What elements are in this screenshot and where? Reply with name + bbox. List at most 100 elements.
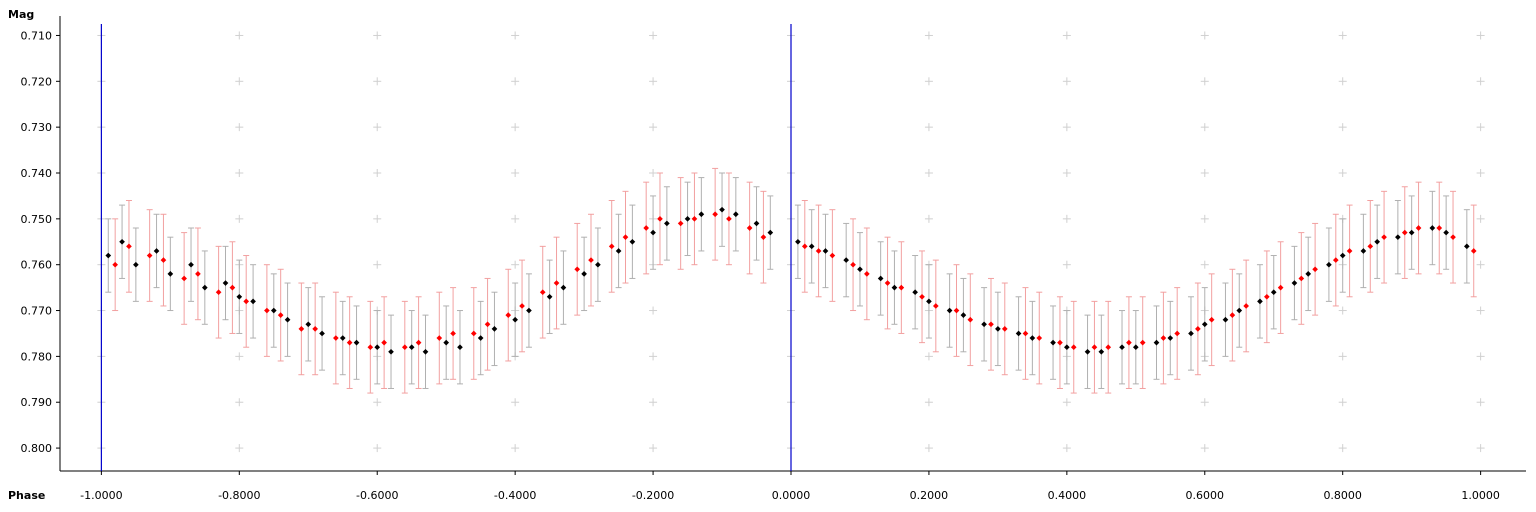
phase-marker-lines xyxy=(100,24,792,471)
grid-cross xyxy=(235,214,244,223)
data-point xyxy=(1277,284,1284,291)
grid-cross xyxy=(1062,77,1071,86)
data-point xyxy=(981,321,987,328)
data-point xyxy=(850,261,856,268)
y-tick-label: 0.730 xyxy=(21,121,53,134)
grid-cross xyxy=(649,123,658,132)
data-point xyxy=(1022,330,1029,337)
axes xyxy=(56,16,1526,475)
data-point xyxy=(201,284,208,291)
data-point xyxy=(1167,335,1174,341)
grid-cross xyxy=(1200,77,1209,86)
grid-cross xyxy=(511,77,520,86)
y-tick-label: 0.710 xyxy=(21,29,53,42)
x-tick-label: -0.8000 xyxy=(218,489,260,502)
data-point xyxy=(215,289,222,296)
grid-cross xyxy=(1476,398,1485,407)
data-point xyxy=(188,261,194,268)
data-point xyxy=(381,339,387,346)
data-point xyxy=(1222,316,1229,323)
data-point xyxy=(691,216,698,222)
grid-cross xyxy=(1200,31,1209,40)
grid-cross xyxy=(1338,352,1347,361)
grid-cross xyxy=(1338,31,1347,40)
grid-cross xyxy=(924,169,933,177)
data-point xyxy=(222,280,229,286)
x-tick-label: 0.6000 xyxy=(1186,489,1225,502)
data-point xyxy=(1160,335,1167,341)
grid-cross xyxy=(235,444,244,453)
grid-cross xyxy=(511,398,520,407)
data-point xyxy=(1208,316,1215,323)
data-point xyxy=(1174,330,1181,337)
grid-cross xyxy=(1062,31,1071,40)
grid-cross xyxy=(1476,169,1485,177)
data-point xyxy=(857,266,863,273)
grid-cross xyxy=(511,31,520,40)
data-point xyxy=(1126,339,1132,346)
grid-cross xyxy=(924,214,933,223)
data-point xyxy=(436,335,443,341)
data-point xyxy=(650,229,656,236)
data-point xyxy=(1408,229,1415,236)
data-point xyxy=(305,321,312,328)
data-point xyxy=(250,298,256,305)
grid-cross xyxy=(1338,444,1347,453)
x-tick-labels: -1.0000 -0.8000 -0.6000 -0.4000 -0.2000 0.000… xyxy=(80,489,1500,502)
data-point xyxy=(1139,339,1146,346)
data-point xyxy=(105,252,112,259)
grid-cross xyxy=(373,398,382,407)
data-point xyxy=(801,243,808,250)
data-point xyxy=(657,216,663,222)
y-axis-title: Mag xyxy=(8,8,34,21)
x-tick-label: 0.0000 xyxy=(772,489,811,502)
data-point xyxy=(615,248,622,254)
data-point xyxy=(470,330,477,337)
data-point xyxy=(112,261,118,268)
data-point xyxy=(877,275,884,282)
data-point xyxy=(733,211,739,218)
data-point xyxy=(546,293,553,300)
data-point xyxy=(753,220,760,227)
data-point xyxy=(264,307,270,314)
data-point xyxy=(1415,225,1422,231)
data-point xyxy=(829,252,836,259)
data-point xyxy=(698,211,705,218)
grid-cross xyxy=(649,31,658,40)
x-tick-label: 1.0000 xyxy=(1461,489,1500,502)
data-points xyxy=(105,206,1477,355)
data-point xyxy=(1098,348,1105,355)
data-point xyxy=(560,284,567,291)
y-tick-label: 0.750 xyxy=(21,213,53,226)
x-tick-label: -0.4000 xyxy=(494,489,536,502)
grid-cross xyxy=(649,77,658,86)
data-point xyxy=(767,229,774,236)
data-point xyxy=(953,307,960,314)
data-point xyxy=(960,312,967,318)
grid-cross xyxy=(1062,260,1071,269)
data-point xyxy=(160,257,167,263)
data-point xyxy=(1374,238,1381,245)
data-point xyxy=(539,289,546,296)
grid-cross xyxy=(1062,398,1071,407)
y-tick-label: 0.770 xyxy=(21,305,53,318)
data-point xyxy=(898,284,905,291)
data-point xyxy=(388,348,394,355)
data-point xyxy=(629,238,636,245)
data-point xyxy=(133,261,139,268)
data-point xyxy=(229,284,236,291)
x-tick-label: -1.0000 xyxy=(80,489,122,502)
data-point xyxy=(1305,271,1312,277)
data-point xyxy=(864,271,870,277)
data-point xyxy=(353,339,360,346)
x-axis-title: Phase xyxy=(8,489,45,502)
data-point xyxy=(1201,321,1208,328)
data-point xyxy=(1401,229,1408,236)
data-point xyxy=(1450,234,1456,241)
data-point xyxy=(401,344,408,351)
grid-cross xyxy=(373,260,382,269)
data-point xyxy=(967,316,974,323)
grid-cross xyxy=(235,31,244,40)
grid-cross xyxy=(373,77,382,86)
data-point xyxy=(1443,229,1449,236)
